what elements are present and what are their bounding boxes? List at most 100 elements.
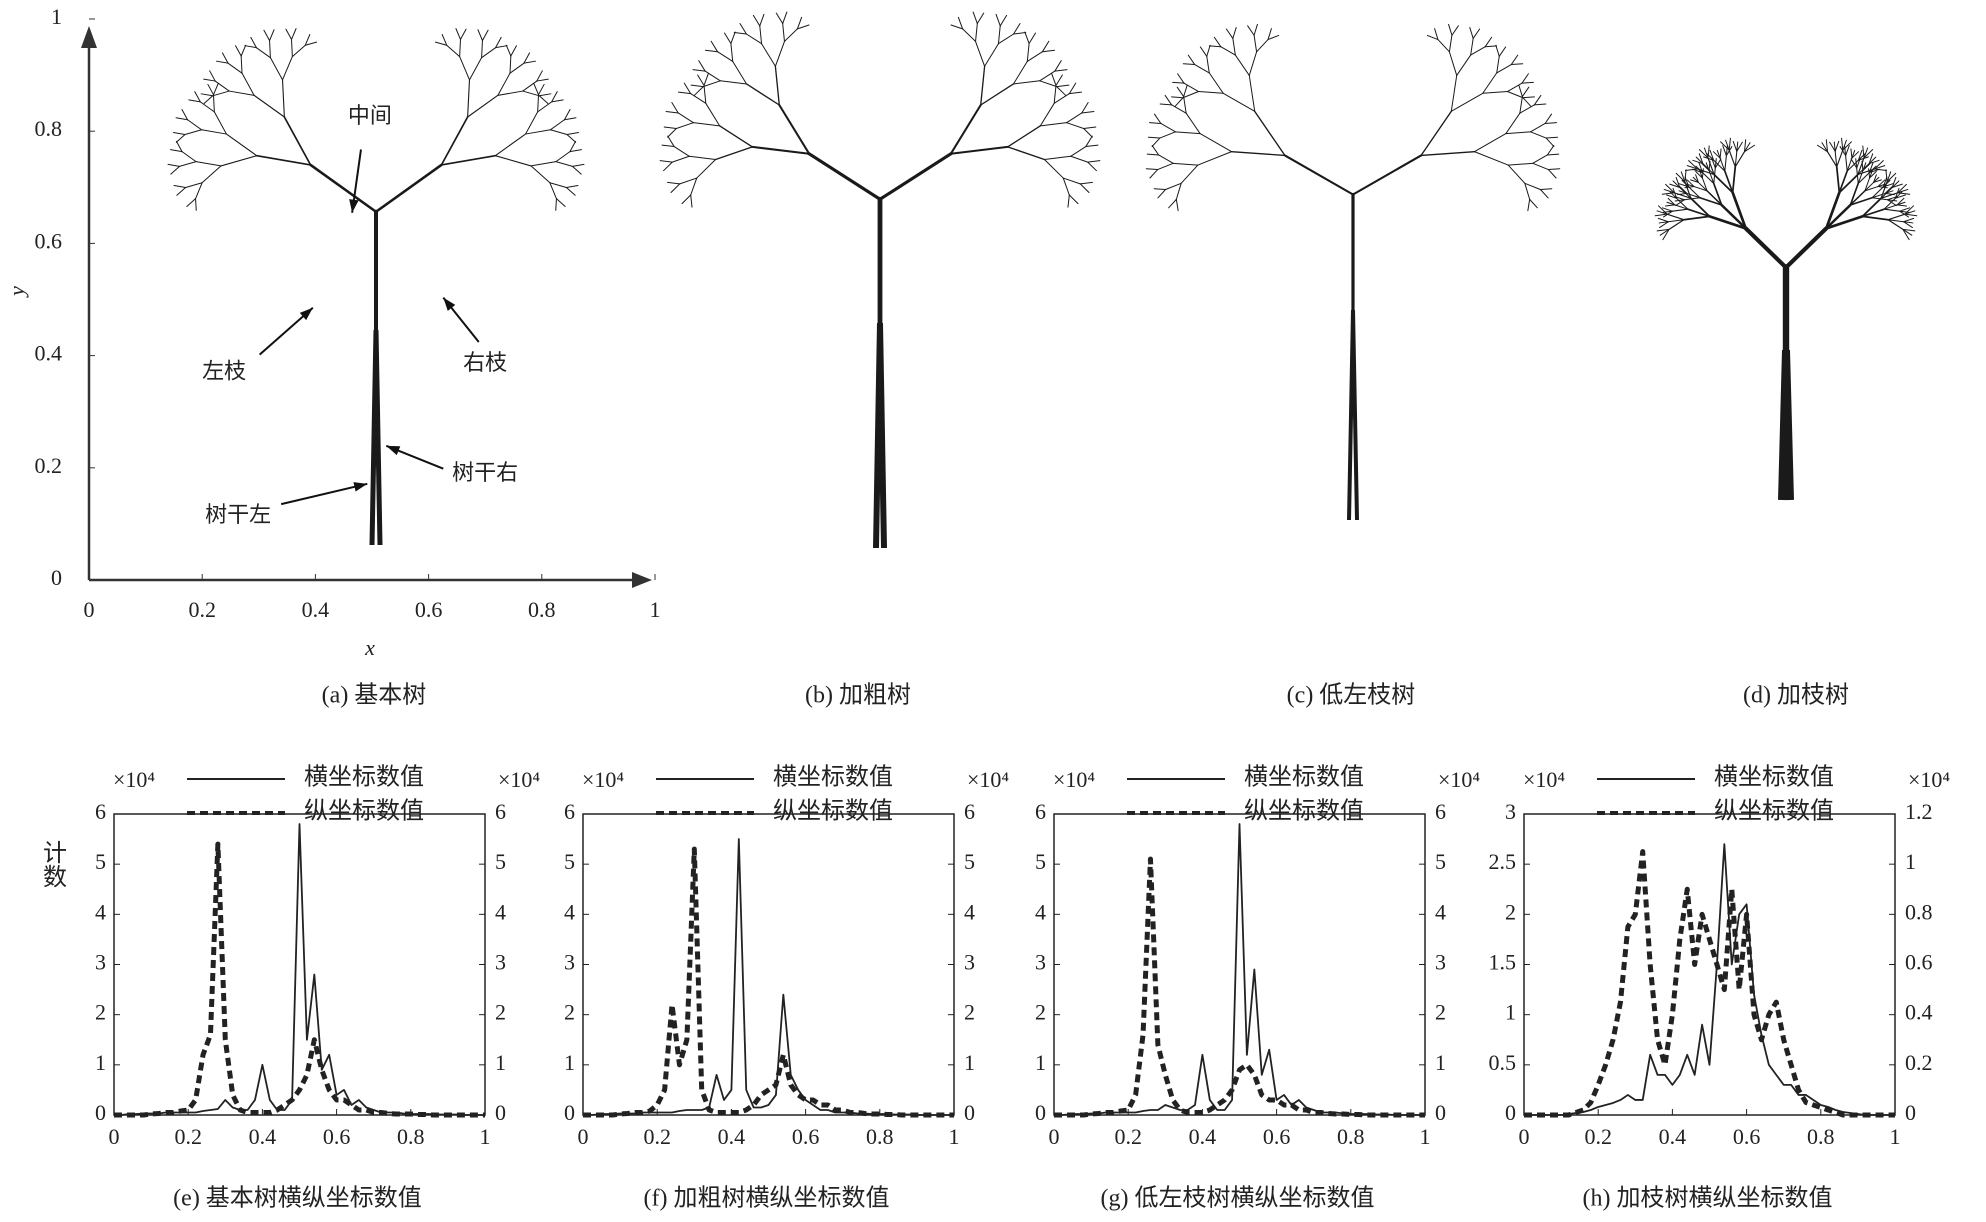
tree-branch — [782, 23, 785, 42]
tree-branch — [1836, 149, 1844, 168]
tree-branch — [1171, 104, 1187, 114]
tree-branch — [1185, 112, 1201, 135]
y-tick-label: 1 — [1505, 1000, 1516, 1025]
tree-branch — [1697, 181, 1708, 192]
x-tick-label: 0 — [84, 597, 95, 622]
tree-branch — [1183, 82, 1200, 93]
y-tick-label: 2 — [95, 1000, 106, 1025]
y-tick-label: 0 — [1505, 1100, 1516, 1125]
tree-branch — [782, 11, 788, 25]
tree-branch — [997, 33, 1015, 45]
tree-branch — [1507, 164, 1526, 184]
tree-branch — [555, 161, 573, 167]
tree-branch — [1006, 125, 1042, 148]
tree-branch — [1062, 177, 1081, 185]
tree-branch — [1473, 133, 1507, 153]
y-tick-label: 6 — [1035, 799, 1046, 824]
x-tick-label: 0.4 — [1659, 1124, 1687, 1149]
tree-branch — [510, 45, 517, 57]
tree-branch — [1904, 205, 1915, 215]
tree-branch — [523, 60, 536, 64]
x-tick-label: 1 — [1420, 1124, 1431, 1149]
x-tick-label: 0.4 — [249, 1124, 277, 1149]
tree-branch — [673, 146, 690, 157]
tree-branch — [1869, 170, 1877, 179]
tree-branch — [1896, 197, 1905, 206]
tree-branch — [525, 129, 551, 135]
tree-branch — [495, 45, 508, 49]
tree-branch — [1868, 159, 1880, 165]
tree-branch — [555, 198, 557, 211]
tree-branch — [1675, 177, 1681, 188]
y2-tick-label: 2 — [964, 1000, 975, 1025]
tree-branch — [201, 165, 222, 184]
tree — [659, 11, 1101, 549]
tree-branch — [1842, 141, 1852, 151]
tree-branch — [1043, 155, 1072, 160]
tree-branch — [1897, 183, 1907, 194]
y-tick-label: 3 — [564, 950, 575, 975]
tree-branch — [1685, 183, 1695, 188]
x-tick-label: 0.8 — [1807, 1124, 1835, 1149]
tree-branch — [1877, 179, 1886, 188]
tree-branch — [1149, 122, 1162, 124]
tree-branch — [1713, 173, 1734, 194]
y-tick-label: 0.6 — [35, 228, 63, 253]
tree-branch — [1666, 213, 1685, 221]
tree-branch — [1145, 168, 1159, 171]
tree-branch — [565, 185, 579, 189]
x-tick-label: 0.8 — [397, 1124, 425, 1149]
tree-branch — [1695, 165, 1704, 174]
tree-branch — [1734, 150, 1738, 168]
tree-branch — [1707, 145, 1710, 159]
tree-branch — [1437, 39, 1450, 53]
y-multiplier: ×10⁴ — [1523, 767, 1565, 792]
tree-branch — [1450, 92, 1484, 112]
tree-branch — [688, 155, 717, 160]
x-tick-label: 0.2 — [643, 1124, 671, 1149]
series-line — [114, 823, 485, 1116]
y2-tick-label: 6 — [964, 799, 975, 824]
series-line — [1524, 849, 1895, 1118]
tree-branch — [1208, 72, 1224, 94]
x-axis-arrow — [632, 572, 652, 588]
tree-branch — [551, 99, 564, 103]
tree-branch — [1862, 145, 1865, 159]
y2-tick-label: 0.8 — [1905, 899, 1933, 924]
tree-branch — [255, 47, 271, 59]
tree-branch — [1496, 64, 1512, 74]
y2-tick-label: 4 — [964, 899, 975, 924]
annotation-arrow — [280, 482, 368, 506]
tree-branch — [537, 94, 540, 113]
tree-branch — [1505, 131, 1532, 135]
tree-branch — [1450, 74, 1458, 112]
tree-branch — [1869, 169, 1873, 179]
y-tick-label: 6 — [95, 799, 106, 824]
tree-branch — [1532, 162, 1549, 171]
tree-branch — [1066, 112, 1083, 124]
tree-branch — [1838, 170, 1848, 194]
tree-branch — [1199, 46, 1208, 57]
tree-branch — [1661, 192, 1675, 195]
tree-branch — [1897, 192, 1911, 195]
tree-branch — [667, 127, 677, 138]
tree-branch — [566, 133, 577, 143]
tree-branch — [704, 49, 719, 53]
legend-label: 纵坐标数值 — [1244, 798, 1364, 825]
x-tick-label: 1 — [650, 597, 661, 622]
tree-branch — [1519, 96, 1523, 114]
tree-branch — [1085, 144, 1099, 148]
tree-branch — [774, 65, 780, 106]
tree-branch — [1891, 177, 1897, 188]
tree-branch — [291, 38, 293, 58]
tree-branch — [1678, 190, 1688, 194]
x-tick-label: 0 — [109, 1124, 120, 1149]
tree-branch — [663, 126, 677, 129]
tree-branch — [1682, 215, 1711, 221]
y-tick-label: 1 — [95, 1050, 106, 1075]
tree-branch — [175, 140, 183, 153]
tree-branch — [1877, 186, 1888, 189]
tree-branch — [1686, 165, 1698, 170]
tree-branch — [1708, 160, 1711, 172]
tree-branch — [1861, 215, 1890, 221]
